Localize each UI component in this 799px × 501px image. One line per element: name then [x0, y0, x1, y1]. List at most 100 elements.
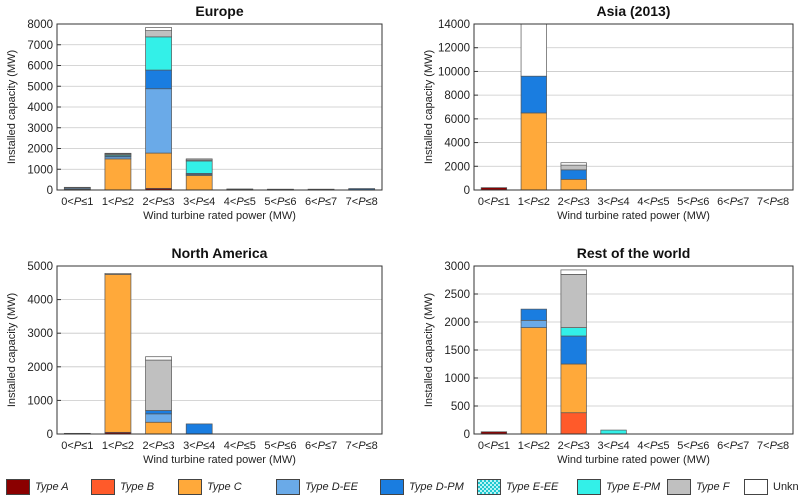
x-tick-label: 0<P≤1: [478, 196, 510, 208]
y-tick-label: 0: [464, 185, 470, 197]
y-tick-label: 0: [47, 429, 53, 441]
x-axis-label: Wind turbine rated power (MW): [143, 454, 296, 466]
y-tick-label: 0: [464, 429, 470, 441]
x-tick-label: 4<P≤5: [637, 440, 669, 452]
bar-segment: [560, 162, 587, 166]
bar-segment: [104, 274, 132, 433]
bar-segment: [145, 413, 172, 423]
x-tick-label: 6<P≤7: [717, 196, 749, 208]
x-tick-label: 5<P≤6: [264, 440, 296, 452]
bar-segment: [560, 169, 587, 180]
bar-segment: [560, 335, 587, 365]
y-tick-label: 3000: [27, 123, 53, 135]
y-tick-label: 6000: [27, 61, 53, 73]
x-tick-label: 0<P≤1: [61, 440, 93, 452]
x-axis-label: Wind turbine rated power (MW): [557, 454, 710, 466]
bar-segment: [560, 164, 587, 171]
y-tick-label: 6000: [444, 114, 470, 126]
y-tick-label: 4000: [27, 295, 53, 307]
x-tick-label: 2<P≤3: [143, 440, 175, 452]
legend-item: Type E-PM: [577, 478, 660, 496]
bar-segment: [348, 188, 376, 190]
y-tick-label: 8000: [27, 19, 53, 31]
bar-segment: [560, 269, 587, 275]
legend-swatch: [577, 479, 601, 495]
bar-segment: [145, 27, 172, 31]
bar-segment: [145, 356, 172, 361]
x-tick-label: 3<P≤4: [183, 440, 215, 452]
x-tick-label: 7<P≤8: [757, 196, 789, 208]
x-tick-label: 7<P≤8: [346, 440, 378, 452]
y-tick-label: 5000: [27, 261, 53, 273]
x-tick-label: 1<P≤2: [518, 196, 550, 208]
bar-segment: [104, 273, 132, 275]
y-tick-label: 12000: [438, 43, 470, 55]
y-tick-label: 1000: [444, 373, 470, 385]
legend-label: Type D-EE: [305, 481, 358, 493]
y-tick-label: 2000: [27, 144, 53, 156]
bar-segment: [520, 23, 547, 77]
y-tick-label: 4000: [27, 102, 53, 114]
bar-segment: [145, 36, 172, 71]
x-tick-label: 6<P≤7: [305, 440, 337, 452]
y-tick-label: 2000: [27, 362, 53, 374]
legend: Type A Type B Type C Type D-EE Type D-PM Type…: [6, 474, 799, 498]
bar-segment: [104, 158, 132, 191]
x-tick-label: 1<P≤2: [102, 196, 134, 208]
bar-segment: [520, 327, 547, 435]
y-axis-label: Installed capacity (MW): [6, 50, 18, 164]
bar-segment: [145, 410, 172, 415]
x-tick-label: 1<P≤2: [102, 440, 134, 452]
legend-label: Type E-PM: [606, 481, 661, 493]
bar-segment: [520, 308, 547, 321]
bar-segment: [104, 152, 132, 155]
y-tick-label: 2500: [444, 289, 470, 301]
x-axis-label: Wind turbine rated power (MW): [557, 210, 710, 222]
bar-segment: [560, 274, 587, 328]
legend-label: Type F: [696, 481, 730, 493]
y-tick-label: 1000: [27, 395, 53, 407]
legend-item: Type F: [667, 478, 729, 496]
y-tick-label: 2000: [444, 317, 470, 329]
chart-title: North America: [172, 245, 268, 261]
y-tick-label: 4000: [444, 138, 470, 150]
chart-title: Europe: [195, 3, 243, 19]
x-tick-label: 4<P≤5: [224, 196, 256, 208]
bar-segment: [226, 188, 254, 190]
chart-title: Asia (2013): [597, 3, 671, 19]
x-tick-label: 0<P≤1: [478, 440, 510, 452]
x-tick-label: 2<P≤3: [143, 196, 175, 208]
legend-label: Unknown: [773, 481, 799, 493]
x-axis-label: Wind turbine rated power (MW): [143, 210, 296, 222]
x-tick-label: 2<P≤3: [558, 196, 590, 208]
y-tick-label: 5000: [27, 81, 53, 93]
y-tick-label: 7000: [27, 40, 53, 52]
bar-segment: [185, 158, 213, 161]
bar-segment: [520, 75, 547, 114]
x-tick-label: 5<P≤6: [264, 196, 296, 208]
bar-segment: [560, 178, 587, 191]
bar-segment: [520, 112, 547, 191]
bar-segment: [185, 160, 213, 174]
bar-segment: [145, 421, 172, 435]
plot-frame: [56, 23, 383, 191]
legend-label: Type D-PM: [409, 481, 464, 493]
y-axis-label: Installed capacity (MW): [423, 50, 435, 164]
y-tick-label: 1000: [27, 164, 53, 176]
legend-item: Unknown: [744, 478, 799, 496]
x-tick-label: 7<P≤8: [346, 196, 378, 208]
x-tick-label: 3<P≤4: [183, 196, 215, 208]
legend-swatch: [744, 479, 768, 495]
bar-segment: [63, 186, 91, 189]
legend-label: Type A: [35, 481, 69, 493]
x-tick-label: 5<P≤6: [677, 440, 709, 452]
x-tick-label: 3<P≤4: [598, 196, 630, 208]
legend-item: Type D-PM: [380, 478, 464, 496]
x-tick-label: 7<P≤8: [757, 440, 789, 452]
bar-segment: [145, 69, 172, 90]
legend-item: Type B: [91, 478, 154, 496]
y-tick-label: 0: [47, 185, 53, 197]
bar-segment: [145, 88, 172, 154]
legend-swatch: [276, 479, 300, 495]
